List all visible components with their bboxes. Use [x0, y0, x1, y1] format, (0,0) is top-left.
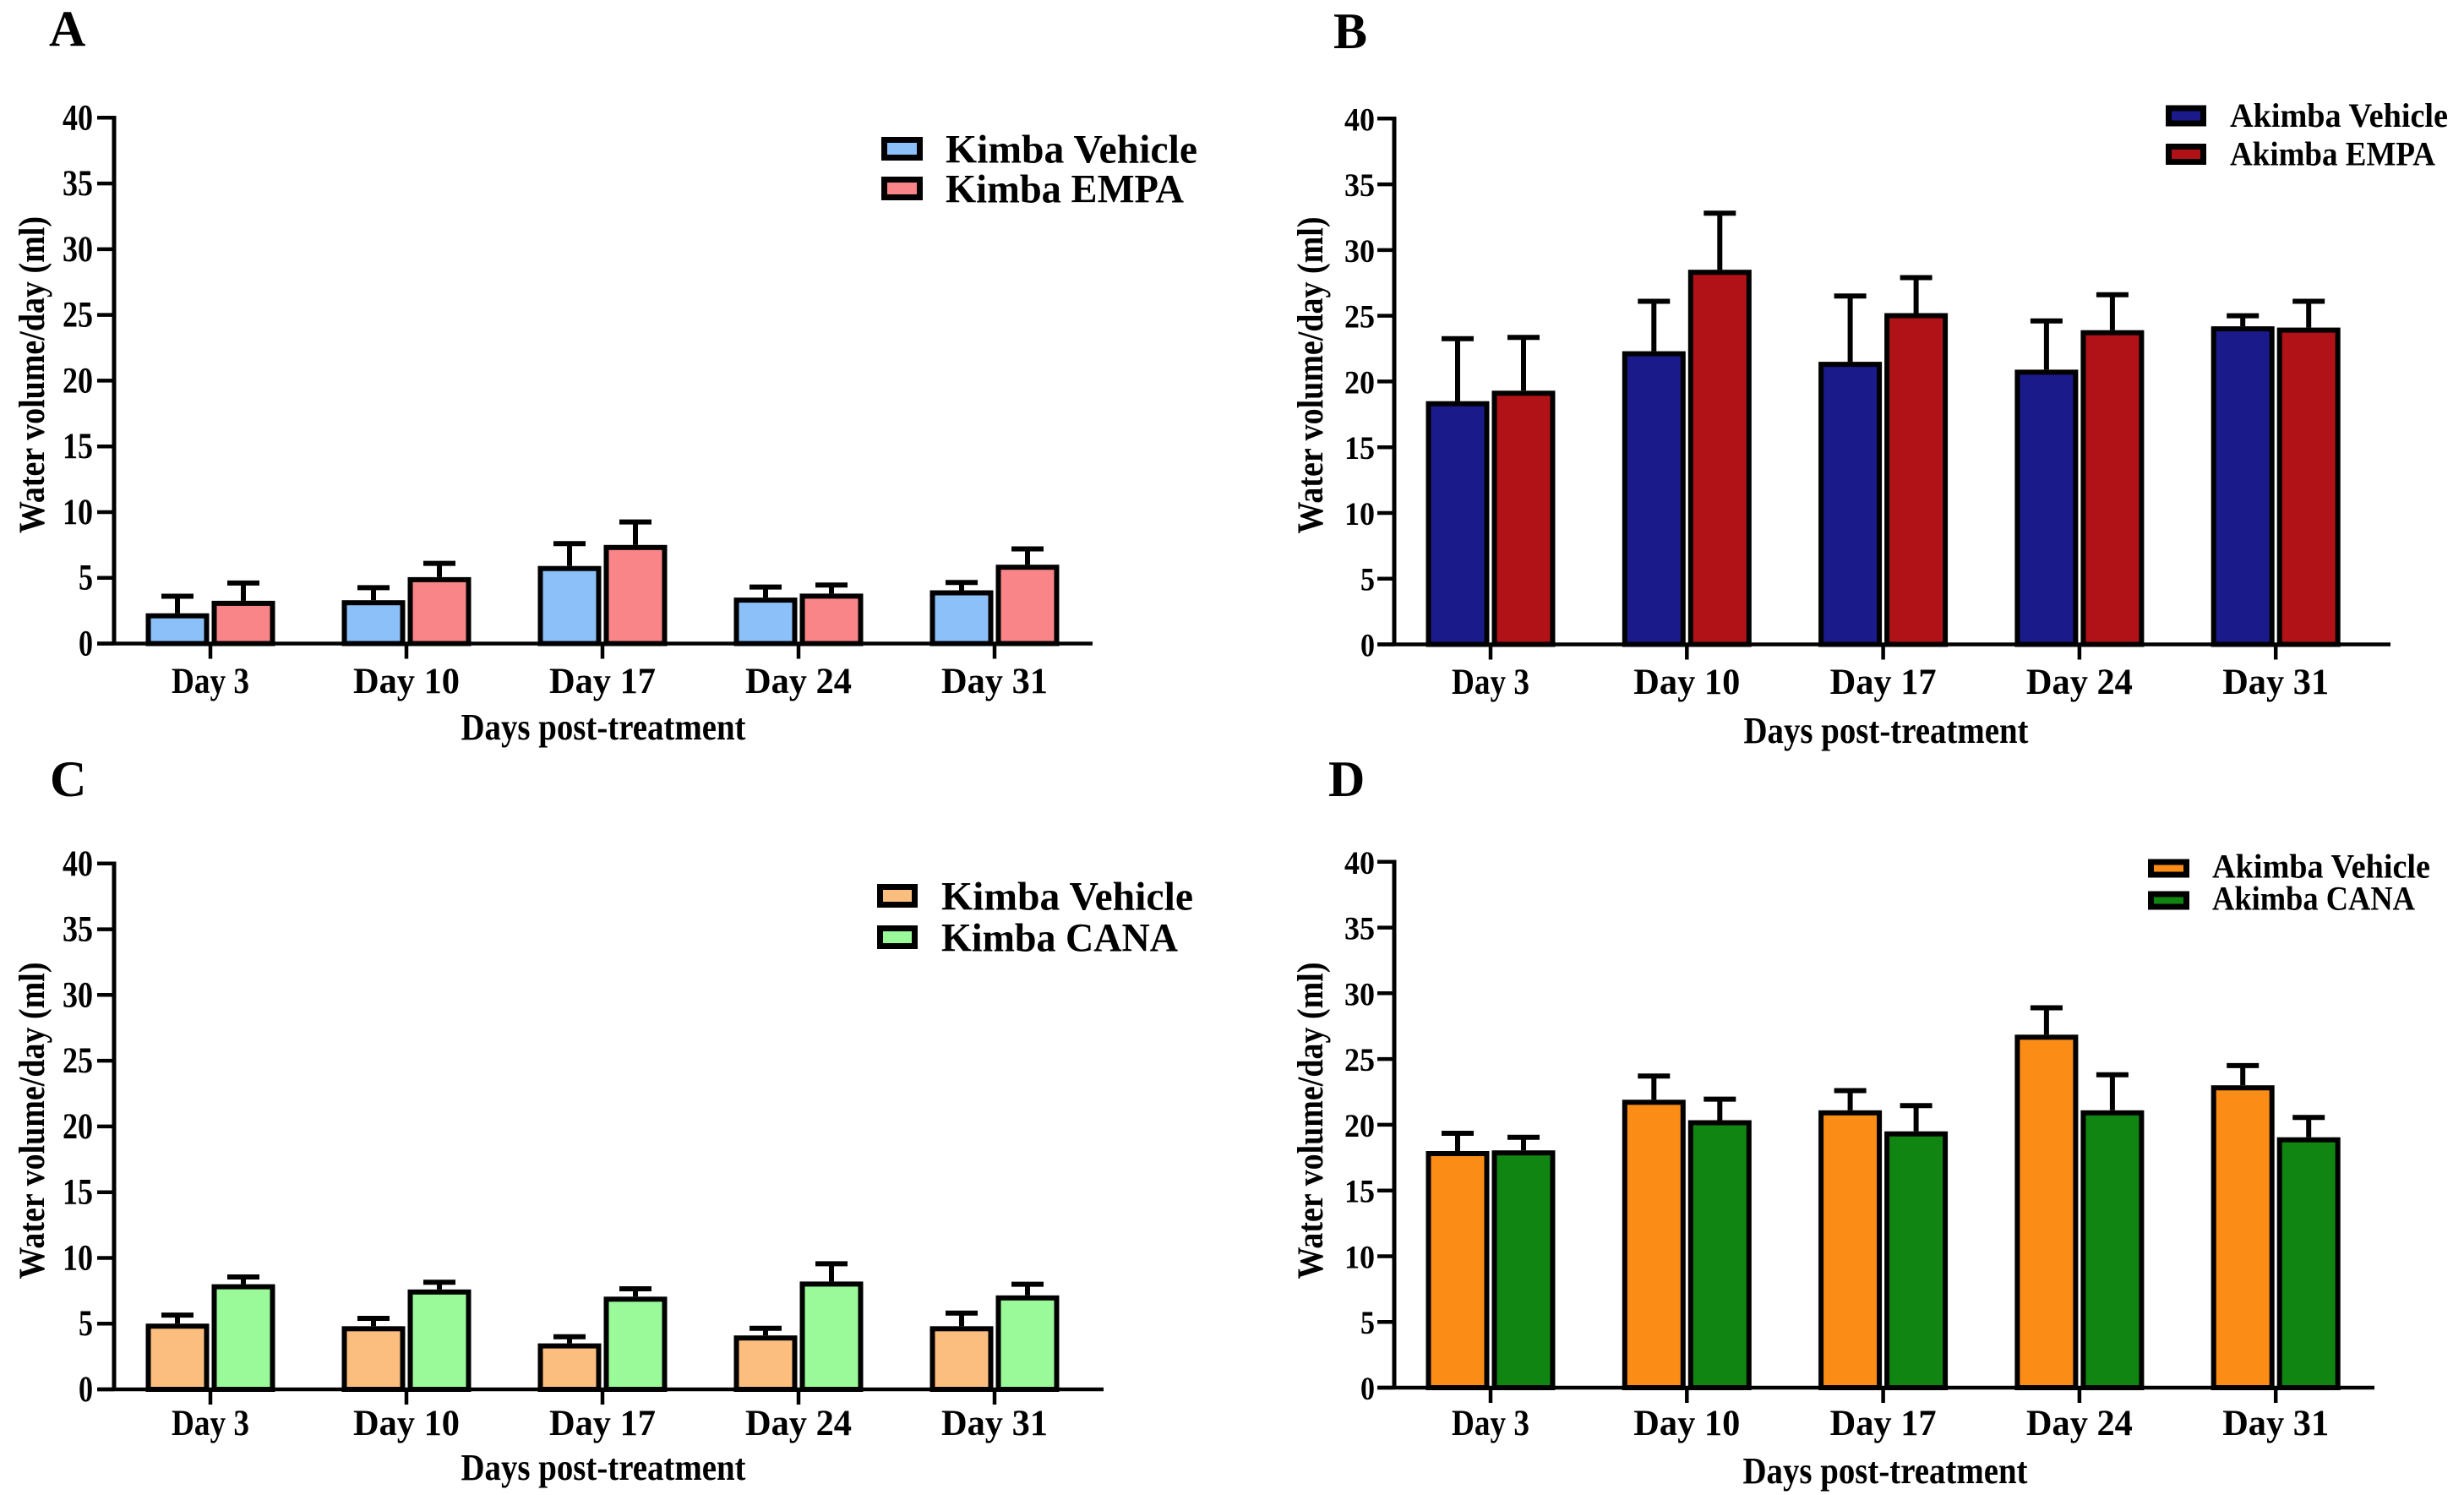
svg-text:25: 25 [1344, 1042, 1375, 1078]
svg-text:Day 10: Day 10 [353, 1404, 460, 1443]
svg-text:15: 15 [63, 427, 93, 467]
svg-text:Akimba EMPA: Akimba EMPA [2230, 135, 2435, 173]
svg-text:Days post-treatment: Days post-treatment [461, 707, 746, 748]
svg-text:Days post-treatment: Days post-treatment [1744, 710, 2029, 751]
svg-text:0: 0 [79, 1370, 93, 1410]
svg-text:30: 30 [63, 975, 93, 1015]
svg-text:Day 17: Day 17 [549, 662, 656, 701]
svg-text:40: 40 [1344, 845, 1375, 881]
svg-text:20: 20 [63, 1107, 93, 1147]
svg-text:Kimba Vehicle: Kimba Vehicle [946, 128, 1197, 172]
svg-text:0: 0 [1360, 1371, 1375, 1407]
svg-text:Water volume/day (ml): Water volume/day (ml) [13, 216, 52, 533]
svg-text:40: 40 [1344, 101, 1375, 138]
svg-text:25: 25 [1344, 299, 1375, 336]
svg-text:C: C [50, 751, 86, 807]
svg-text:Day 24: Day 24 [745, 662, 852, 701]
svg-text:0: 0 [1360, 628, 1375, 664]
svg-text:Day 31: Day 31 [941, 662, 1048, 701]
svg-text:Akimba CANA: Akimba CANA [2212, 880, 2415, 918]
svg-text:Day 31: Day 31 [941, 1404, 1048, 1443]
svg-text:15: 15 [63, 1173, 93, 1213]
svg-text:Day 24: Day 24 [745, 1404, 852, 1443]
svg-text:5: 5 [1360, 562, 1375, 598]
svg-text:Day 10: Day 10 [1633, 663, 1740, 702]
svg-text:Day 3: Day 3 [172, 1404, 249, 1443]
svg-text:Day 31: Day 31 [2222, 663, 2329, 702]
svg-text:D: D [1328, 751, 1365, 807]
svg-text:10: 10 [63, 1239, 93, 1279]
svg-text:30: 30 [1344, 233, 1375, 270]
svg-text:35: 35 [1344, 167, 1375, 204]
svg-text:5: 5 [1360, 1305, 1375, 1341]
svg-text:5: 5 [79, 1304, 93, 1344]
svg-text:20: 20 [1344, 364, 1375, 401]
svg-text:20: 20 [1344, 1108, 1375, 1144]
svg-text:Day 24: Day 24 [2026, 663, 2133, 702]
svg-text:Day 17: Day 17 [1830, 663, 1937, 702]
svg-text:Akimba Vehicle: Akimba Vehicle [2230, 96, 2448, 134]
svg-text:Kimba Vehicle: Kimba Vehicle [941, 875, 1193, 919]
svg-text:Water volume/day (ml): Water volume/day (ml) [1291, 217, 1331, 534]
svg-text:Day 3: Day 3 [1452, 1404, 1529, 1443]
svg-text:Days post-treatment: Days post-treatment [461, 1447, 746, 1488]
svg-text:Day 24: Day 24 [2026, 1404, 2133, 1443]
svg-text:B: B [1333, 3, 1367, 59]
svg-text:10: 10 [1344, 496, 1375, 532]
svg-text:5: 5 [79, 559, 93, 598]
svg-text:25: 25 [63, 296, 93, 336]
svg-text:0: 0 [79, 625, 93, 664]
svg-text:35: 35 [63, 164, 93, 204]
svg-text:20: 20 [63, 361, 93, 401]
svg-text:Day 3: Day 3 [172, 662, 249, 701]
svg-text:Kimba CANA: Kimba CANA [941, 916, 1178, 961]
svg-text:Day 17: Day 17 [1830, 1404, 1937, 1443]
svg-text:15: 15 [1344, 430, 1375, 467]
svg-text:Day 10: Day 10 [1633, 1404, 1740, 1443]
svg-text:40: 40 [63, 98, 93, 138]
svg-text:Water volume/day (ml): Water volume/day (ml) [13, 963, 52, 1279]
svg-text:Kimba EMPA: Kimba EMPA [946, 167, 1184, 212]
svg-text:A: A [49, 1, 85, 57]
svg-text:Day 17: Day 17 [549, 1404, 656, 1443]
svg-text:35: 35 [1344, 911, 1375, 947]
svg-text:10: 10 [63, 493, 93, 532]
svg-text:35: 35 [63, 910, 93, 950]
svg-text:40: 40 [63, 844, 93, 884]
svg-text:15: 15 [1344, 1174, 1375, 1210]
svg-text:10: 10 [1344, 1240, 1375, 1276]
svg-text:25: 25 [63, 1041, 93, 1081]
svg-text:Day 3: Day 3 [1452, 663, 1529, 702]
svg-text:Day 31: Day 31 [2222, 1404, 2329, 1443]
svg-text:Akimba Vehicle: Akimba Vehicle [2212, 848, 2430, 886]
svg-text:Days post-treatment: Days post-treatment [1743, 1450, 2028, 1492]
svg-text:Water volume/day (ml): Water volume/day (ml) [1291, 963, 1331, 1279]
svg-text:Day 10: Day 10 [353, 662, 460, 701]
svg-text:30: 30 [1344, 976, 1375, 1012]
svg-text:30: 30 [63, 230, 93, 270]
